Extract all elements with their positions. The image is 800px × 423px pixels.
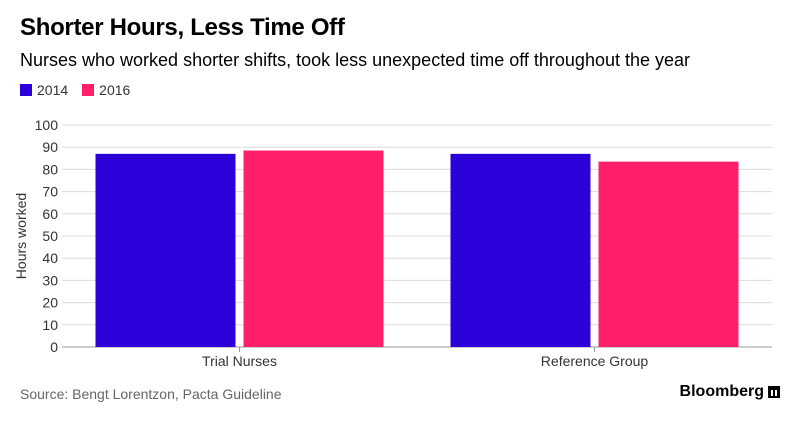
bar-2014-0 [95,153,236,347]
legend-label-2016: 2016 [99,82,131,98]
y-tick-label-60: 60 [42,206,58,222]
bar-2014-1 [450,153,591,347]
y-tick-label-40: 40 [42,250,58,266]
legend-label-2014: 2014 [37,82,69,98]
legend-swatch-2016 [82,84,95,96]
y-tick-label-50: 50 [42,228,58,244]
y-tick-label-10: 10 [42,317,58,333]
y-tick-label-0: 0 [50,339,58,355]
legend: 2014 2016 [20,82,130,98]
y-tick-label-100: 100 [35,117,59,133]
page-title: Shorter Hours, Less Time Off [20,14,345,41]
legend-item-2016: 2016 [82,82,130,98]
legend-item-2014: 2014 [20,82,68,98]
bloomberg-logo-icon [768,386,780,398]
y-axis-label: Hours worked [13,193,29,279]
x-tick-label-1: Reference Group [541,353,649,369]
brand-logo: Bloomberg [680,383,780,401]
bar-2016-1 [598,161,739,347]
y-tick-label-70: 70 [42,184,58,200]
legend-swatch-2014 [20,84,32,96]
bar-2016-0 [243,150,384,347]
y-tick-label-80: 80 [42,161,58,177]
brand-name: Bloomberg [679,383,764,400]
y-tick-label-30: 30 [42,272,58,288]
y-tick-label-90: 90 [42,139,58,155]
page-subtitle: Nurses who worked shorter shifts, took l… [20,50,691,70]
x-tick-label-0: Trial Nurses [202,353,277,369]
source-note: Source: Bengt Lorentzon, Pacta Guideline [20,386,282,402]
y-tick-label-20: 20 [42,295,58,311]
